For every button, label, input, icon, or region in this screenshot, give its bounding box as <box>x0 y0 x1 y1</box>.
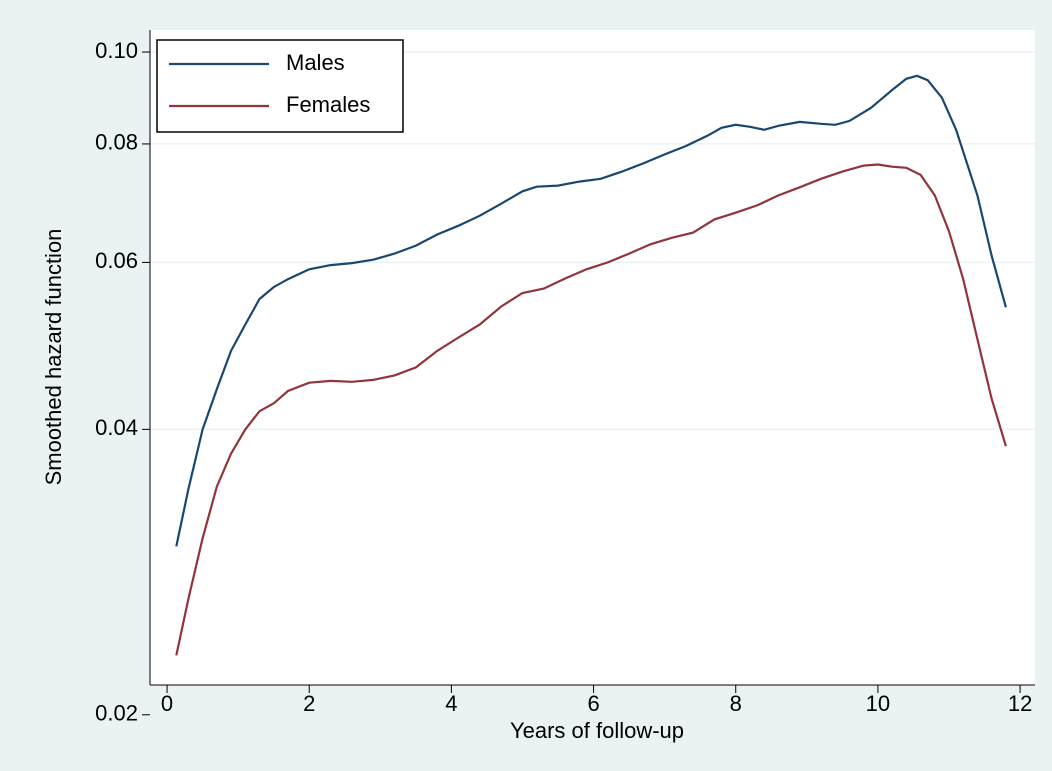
y-tick-label: 0.06 <box>95 248 138 273</box>
x-tick-label: 10 <box>866 691 890 716</box>
line-series <box>175 163 1007 656</box>
y-tick-label: 0.10 <box>95 38 138 63</box>
x-tick-label: 12 <box>1008 691 1032 716</box>
legend-label: Males <box>286 50 345 75</box>
legend-box <box>156 39 404 133</box>
y-tick-label: 0.08 <box>95 130 138 155</box>
x-axis-label: Years of follow-up <box>510 718 684 743</box>
plot-area <box>150 30 1035 685</box>
y-tick-label: 0.04 <box>95 415 138 440</box>
y-tick-label: 0.02 <box>95 701 138 726</box>
legend-label: Females <box>286 92 370 117</box>
x-tick-label: 8 <box>730 691 742 716</box>
x-tick-label: 4 <box>445 691 457 716</box>
y-axis-label: Smoothed hazard function <box>41 229 66 486</box>
line-series <box>175 74 1007 547</box>
x-tick-label: 6 <box>587 691 599 716</box>
x-tick-label: 0 <box>161 691 173 716</box>
x-tick-label: 2 <box>303 691 315 716</box>
